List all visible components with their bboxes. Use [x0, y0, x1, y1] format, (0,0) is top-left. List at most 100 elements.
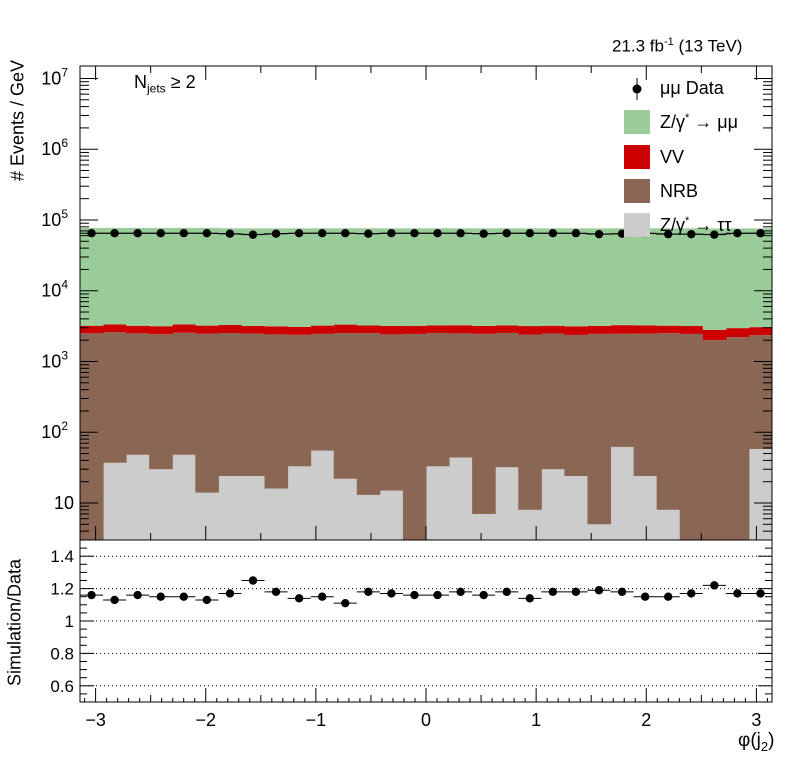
hist-bar [195, 492, 219, 540]
data-point [710, 230, 719, 239]
hist-bar [287, 228, 312, 327]
hist-bar [495, 467, 519, 540]
hist-bar [126, 454, 150, 540]
hist-bar [587, 228, 612, 326]
ratio-point [687, 589, 696, 598]
hist-bar [218, 324, 242, 334]
ratio-point [248, 576, 258, 585]
legend-swatch-zmumu [624, 110, 650, 134]
ratio-point [502, 587, 511, 597]
hist-bar [80, 333, 104, 540]
hist-bar [472, 513, 496, 540]
hist-bar [610, 325, 635, 334]
hist-bar [449, 333, 473, 458]
legend-swatch-nrb [624, 179, 650, 203]
hist-bar [472, 325, 496, 334]
hist-bar [241, 228, 266, 326]
luminosity-label: 21.3 fb-1 (13 TeV) [612, 36, 743, 56]
legend-label-nrb: NRB [660, 181, 699, 201]
hist-bar [356, 228, 381, 326]
data-point [179, 229, 188, 238]
hist-bar [195, 325, 219, 334]
hist-bar [610, 446, 635, 540]
hist-bar [264, 326, 289, 335]
data-point [502, 229, 511, 238]
hist-bar [195, 227, 219, 326]
hist-bar [218, 333, 242, 477]
hist-bar [310, 228, 335, 326]
top-y-axis-label: # Events / GeV [7, 59, 28, 182]
hist-bar [449, 457, 473, 540]
hist-bar [564, 334, 588, 477]
hist-bar [287, 326, 312, 335]
y-tick-label: 107 [41, 65, 68, 88]
hist-bar [402, 326, 427, 334]
hist-bar [472, 333, 496, 514]
hist-bar [656, 509, 681, 540]
hist-bar [518, 509, 542, 540]
hist-bar [702, 329, 727, 341]
hist-bar [333, 324, 358, 334]
ratio-y-tick-label: 1 [65, 612, 74, 631]
hist-bar [310, 450, 335, 540]
ratio-point [179, 592, 188, 601]
data-point [548, 229, 558, 238]
ratio-point [156, 592, 165, 601]
ratio-point [87, 590, 96, 600]
x-tick-label: −3 [85, 710, 106, 730]
hist-bar [633, 333, 658, 477]
data-point [271, 229, 281, 238]
ratio-point [571, 587, 581, 597]
x-tick-label: −1 [306, 710, 327, 730]
hist-bar [172, 332, 196, 455]
data-point [525, 229, 534, 238]
hist-bar [518, 334, 542, 510]
hist-bar [426, 228, 450, 326]
data-point [733, 229, 742, 238]
legend-label-vv: VV [660, 147, 685, 167]
hist-bar [195, 333, 219, 493]
hist-bar [356, 325, 381, 334]
ratio-point [594, 586, 604, 595]
data-point [664, 229, 673, 239]
hist-bar [541, 333, 565, 470]
hist-bar [748, 327, 773, 336]
y-tick-label: 105 [41, 207, 68, 230]
hist-bar [610, 228, 635, 326]
ratio-point [617, 587, 627, 597]
x-tick-label: −2 [195, 710, 216, 730]
ratio-point [640, 592, 650, 601]
ratio-point [710, 581, 719, 590]
ratio-points [80, 576, 772, 608]
data-point [410, 229, 419, 238]
data-point [479, 229, 488, 238]
bottom-ticks: 0.6 0.8 1 1.2 1.4 −3 −2 −1 0 1 2 3 [50, 539, 772, 730]
hist-bar [449, 325, 473, 334]
data-point [341, 229, 350, 238]
hist-bar [426, 466, 450, 540]
hist-bar [241, 476, 266, 540]
hist-bar [449, 228, 473, 326]
hist-bar [587, 333, 612, 525]
hist-bar [310, 325, 335, 334]
hist-bar [379, 228, 404, 326]
y-tick-label: 103 [41, 348, 68, 371]
ratio-point [202, 595, 212, 605]
ratio-point [456, 587, 465, 597]
data-point [571, 229, 581, 238]
hist-bar [656, 325, 681, 334]
x-tick-label: 2 [641, 710, 651, 730]
hist-bar [725, 337, 750, 540]
data-point [133, 229, 142, 238]
ratio-point [341, 598, 350, 608]
hist-bar [495, 325, 519, 333]
ratio-y-tick-label: 0.6 [50, 677, 74, 696]
hist-bar [287, 334, 312, 467]
hist-bar [149, 469, 173, 540]
hist-bar [126, 333, 150, 455]
hist-bar [518, 228, 542, 327]
hist-bar [80, 227, 104, 326]
hist-bar [402, 333, 427, 540]
hist-bar [495, 228, 519, 326]
